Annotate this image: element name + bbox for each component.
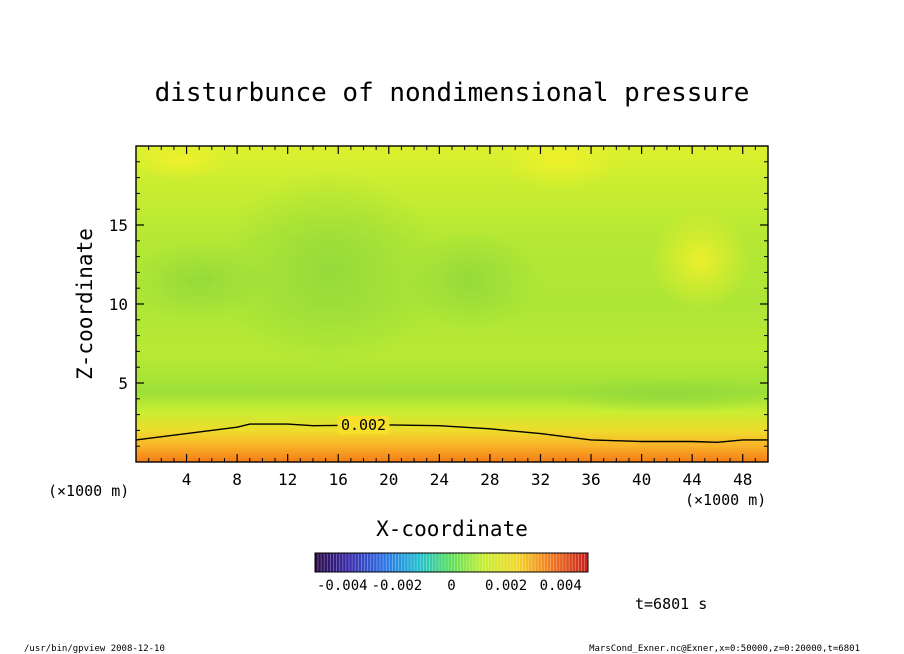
heatmap-feature [650,210,750,310]
time-label: t=6801 s [635,595,707,613]
plot-area: 0.002 [136,146,768,462]
heatmap-feature [136,146,230,180]
y-tick-label: 15 [109,216,128,235]
heatmap-feature [550,377,768,413]
x-tick-label: 8 [232,470,242,489]
colorbar-ticks: -0.004 -0.002 0 0.002 0.004 [317,578,582,594]
x-tick-label: 20 [379,470,398,489]
x-tick-label: 28 [480,470,499,489]
y-axis-label: Z-coordinate [73,228,97,380]
x-axis-unit-right: (×1000 m) [685,491,766,509]
chart-title: disturbunce of nondimensional pressure [155,78,750,108]
x-tick-label: 16 [329,470,348,489]
colorbar-tick-label: 0 [447,578,455,594]
colorbar-frame [314,552,589,573]
footer-right: MarsCond_Exner.nc@Exner,x=0:50000,z=0:20… [589,644,860,654]
x-axis-label: X-coordinate [376,517,528,541]
colorbar-tick-label: 0.002 [485,578,527,594]
colorbar-tick-label: -0.004 [317,578,368,594]
x-tick-label: 40 [632,470,651,489]
heatmap-feature [400,230,540,330]
footer-left: /usr/bin/gpview 2008-12-10 [24,644,165,654]
x-tick-label: 48 [733,470,752,489]
colorbar-tick-label: 0.004 [540,578,582,594]
x-axis-ticks: 4 8 12 16 20 24 28 32 36 40 44 48 [148,146,756,489]
x-tick-label: 24 [430,470,449,489]
x-tick-label: 4 [182,470,192,489]
y-tick-label: 10 [109,295,128,314]
x-axis-unit-left: (×1000 m) [48,482,129,500]
x-tick-label: 12 [278,470,297,489]
heatmap-feature [136,240,270,320]
x-tick-label: 36 [581,470,600,489]
heatmap-feature [220,170,440,370]
x-tick-label: 44 [683,470,702,489]
contour-line [136,423,768,444]
y-tick-label: 5 [118,374,128,393]
heatmap-feature [500,146,620,190]
contour-label: 0.002 [341,416,386,434]
contour-label-background [337,416,390,435]
colorbar-stripes [317,553,589,572]
colorbar-gradient [315,553,588,572]
x-tick-label: 32 [531,470,550,489]
y-axis-ticks: 5 10 15 [109,161,768,447]
colorbar: -0.004 -0.002 0 0.002 0.004 [314,552,589,594]
colorbar-tick-label: -0.002 [372,578,423,594]
